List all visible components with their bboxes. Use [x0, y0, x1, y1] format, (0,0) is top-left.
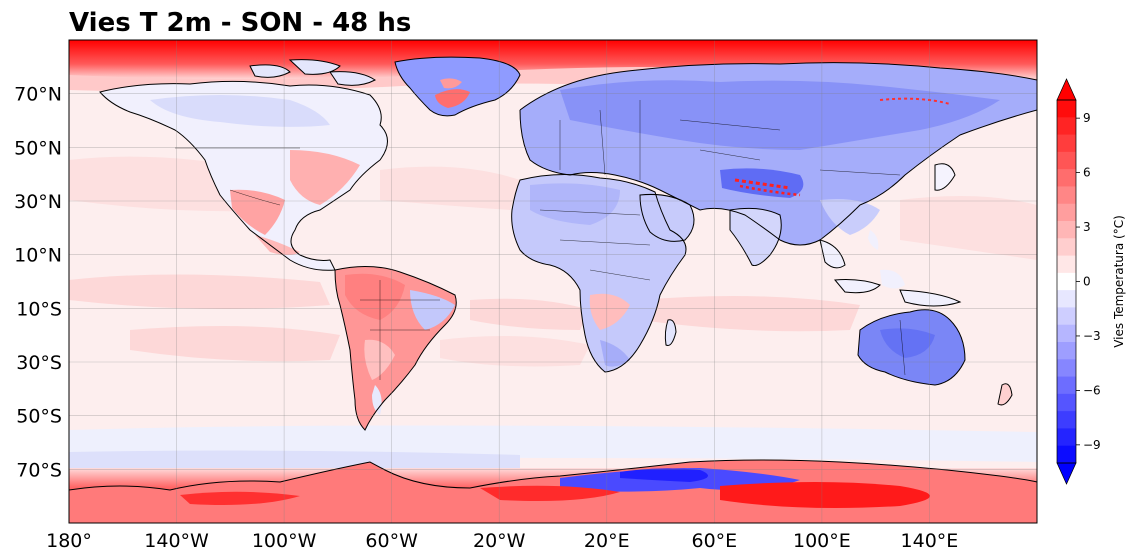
colorbar-segment	[1057, 428, 1076, 447]
colorbar-extend-max	[1056, 78, 1077, 101]
colorbar-segment	[1057, 272, 1076, 291]
colorbar-segment	[1057, 203, 1076, 222]
map-title: Vies T 2m - SON - 48 hs	[69, 8, 411, 38]
lon-tick-label: 60°E	[691, 530, 737, 552]
colorbar-tick-label: −9	[1083, 438, 1101, 452]
lon-tick-label: 60°W	[365, 530, 418, 552]
latitude-axis: 70°N 50°N 30°N 10°N 10°S 30°S 50°S 70°S	[14, 84, 62, 482]
lon-tick-label: 140°W	[144, 530, 209, 552]
lat-tick-label: 30°N	[14, 191, 62, 213]
colorbar-tick-label: 9	[1083, 111, 1091, 125]
colorbar-tick-label: −3	[1083, 329, 1101, 343]
colorbar-label: Vies Temperatura (°C)	[1112, 215, 1126, 348]
lon-tick-label: 100°E	[793, 530, 851, 552]
colorbar-segment	[1057, 238, 1076, 257]
colorbar-segment	[1057, 307, 1076, 326]
colorbar-segment	[1057, 376, 1076, 395]
longitude-axis: 180° 140°W 100°W 60°W 20°W 20°E 60°E 100°E 140°E	[46, 530, 958, 552]
colorbar-segment	[1057, 134, 1076, 153]
gridlines	[69, 40, 1037, 523]
colorbar-segment	[1057, 290, 1076, 308]
colorbar-segment	[1057, 324, 1076, 343]
canadian-archipelago	[250, 59, 375, 86]
colorbar-segment	[1057, 255, 1076, 274]
map-panel	[69, 40, 1037, 523]
lat-tick-label: 10°N	[14, 245, 62, 267]
colorbar-segment	[1057, 342, 1076, 360]
colorbar-tick-label: 0	[1083, 275, 1091, 289]
africa	[511, 174, 686, 372]
colorbar-segment	[1057, 445, 1076, 464]
colorbar-segment	[1057, 221, 1076, 239]
colorbar-extend-min	[1056, 462, 1077, 485]
country-borders	[175, 100, 906, 380]
lat-tick-label: 30°S	[16, 352, 62, 374]
lat-tick-label: 70°S	[16, 459, 62, 481]
colorbar-segment	[1057, 151, 1076, 170]
colorbar-segment	[1057, 186, 1076, 205]
lat-tick-label: 10°S	[16, 298, 62, 320]
ocean-bias-layer	[69, 156, 1037, 470]
india	[730, 208, 782, 266]
colorbar: 9 6 3 0 −3 −6 −9	[1056, 78, 1101, 485]
maritime-continent	[820, 230, 960, 306]
map-frame	[68, 39, 1038, 524]
colorbar-segment	[1057, 117, 1076, 136]
colorbar-segment	[1057, 411, 1076, 429]
colorbar-segment	[1057, 100, 1076, 118]
colorbar-segment	[1057, 359, 1076, 378]
lon-tick-label: 20°W	[473, 530, 526, 552]
colorbar-segment	[1057, 393, 1076, 412]
lat-tick-label: 50°N	[14, 137, 62, 159]
lat-tick-label: 70°N	[14, 84, 62, 106]
colorbar-segment	[1057, 169, 1076, 187]
lon-tick-label: 20°E	[584, 530, 630, 552]
north-america	[100, 81, 388, 271]
lon-tick-label: 100°W	[252, 530, 317, 552]
colorbar-tick-label: 3	[1083, 220, 1091, 234]
coastlines	[69, 56, 1037, 491]
colorbar-tick-label: −6	[1083, 383, 1101, 397]
lon-tick-label: 140°E	[901, 530, 959, 552]
colorbar-tick-label: 6	[1083, 166, 1091, 180]
lat-tick-label: 50°S	[16, 406, 62, 428]
lon-tick-label: 180°	[46, 530, 92, 552]
